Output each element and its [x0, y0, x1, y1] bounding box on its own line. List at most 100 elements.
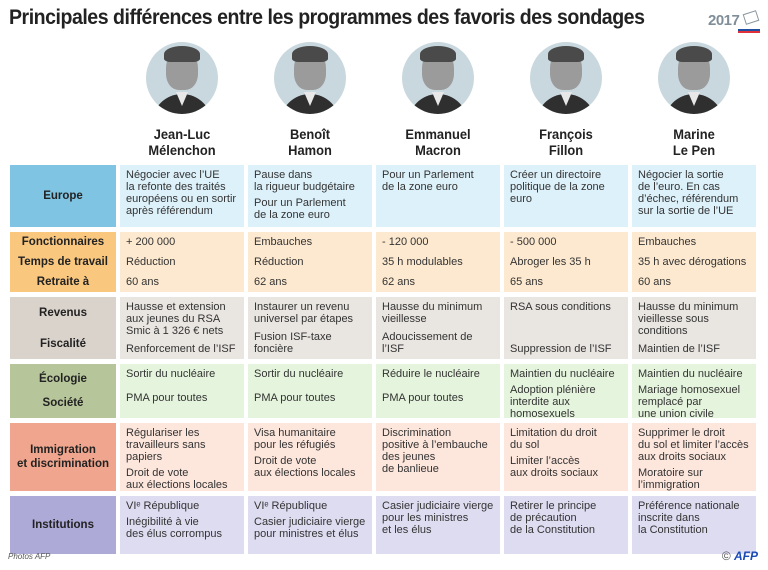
logo-year: 2017 [708, 12, 740, 29]
cell-item: PMA pour toutes [126, 392, 208, 404]
table-cell: Hausse du minimum vieillesse Adoucissemen… [376, 297, 500, 359]
table-row-europe: Europe Négocier avec l’UE la refonte des … [10, 165, 760, 227]
cell-item: Pour un Parlement de la zone euro [254, 197, 346, 221]
election-2017-logo: 2017 [708, 10, 760, 34]
table-cell: Réduire le nucléaire PMA pour toutes [376, 364, 500, 418]
ballot-envelope-icon [742, 10, 760, 25]
candidate-1: Benoît Hamon [248, 40, 372, 158]
cell-item: Pour un Parlement de la zone euro [382, 169, 474, 193]
candidate-0: Jean-Luc Mélenchon [120, 40, 244, 158]
cell-item: Adoption plénière interdite aux homosexu… [510, 384, 596, 420]
cell-item: Embauches [254, 236, 313, 248]
row-category: Revenus Fiscalité [10, 297, 116, 359]
table-cell: Visa humanitaire pour les réfugiés Droit … [248, 423, 372, 491]
candidate-name: Jean-Luc Mélenchon [125, 126, 239, 158]
table-cell: - 500 000 Abroger les 35 h 65 ans [504, 232, 628, 292]
table-cell: Pause dans la rigueur budgétaire Pour un … [248, 165, 372, 227]
cell-item: Sortir du nucléaire [254, 368, 344, 380]
candidate-portrait [658, 42, 730, 114]
table-cell: Discrimination positive à l’embauche des… [376, 423, 500, 491]
cell-item: Hausse du minimum vieillesse [382, 301, 483, 325]
table-cell: Limitation du droit du sol Limiter l’accè… [504, 423, 628, 491]
cell-item: 60 ans [126, 276, 160, 288]
candidate-first-name: Emmanuel [405, 126, 471, 142]
table-cell: Maintien du nucléaire Adoption plénière i… [504, 364, 628, 420]
cell-item: Moratoire sur l’immigration [638, 467, 703, 491]
candidate-name: Benoît Hamon [253, 126, 367, 158]
afp-logo: AFP [734, 549, 758, 563]
photo-credit: Photos AFP [8, 552, 51, 561]
cell-item: Supprimer le droit du sol et limiter l’a… [638, 427, 749, 463]
cell-item: Retirer le principe de précaution de la … [510, 500, 597, 536]
cell-item: Préférence nationale inscrite dans la Co… [638, 500, 740, 536]
cell-item: VIᵉ République [126, 500, 200, 512]
table-row-revenus: Revenus Fiscalité Hausse et extension aux … [10, 297, 760, 359]
table-cell: Hausse du minimum vieillesse sous condit… [632, 297, 756, 359]
cell-item: Hausse du minimum vieillesse sous condit… [638, 301, 739, 337]
cell-item: Négocier la sortie de l’euro. En cas d’é… [638, 169, 739, 217]
candidate-name: Emmanuel Macron [381, 126, 495, 158]
table-cell: Sortir du nucléaire PMA pour toutes [120, 364, 244, 418]
candidate-last-name: Mélenchon [148, 142, 216, 158]
cell-item: Fusion ISF-taxe foncière [254, 331, 332, 355]
table-cell: Sortir du nucléaire PMA pour toutes [248, 364, 372, 418]
cell-item: Inégibilité à vie des élus corrompus [126, 516, 222, 540]
row-category: Immigration et discrimination [10, 423, 116, 491]
category-label: Fonctionnaires [21, 236, 105, 248]
cell-item: Réduire le nucléaire [382, 368, 480, 380]
cell-item: Sortir du nucléaire [126, 368, 216, 380]
cell-item: Abroger les 35 h [510, 256, 591, 268]
cell-item: Régulariser les travailleurs sans papier… [126, 427, 206, 463]
table-cell: Négocier avec l’UE la refonte des traité… [120, 165, 244, 227]
table-cell: VIᵉ République Casier judiciaire vierge p… [248, 496, 372, 554]
cell-item: Adoucissement de l’ISF [382, 331, 473, 355]
table-cell: Casier judiciaire vierge pour les minist… [376, 496, 500, 554]
candidate-4: Marine Le Pen [632, 40, 756, 158]
cell-item: - 500 000 [510, 236, 557, 248]
table-row-immigration: Immigration et discrimination Régulariser… [10, 423, 760, 491]
cell-item: Visa humanitaire pour les réfugiés [254, 427, 336, 451]
table-cell: Créer un directoire politique de la zone… [504, 165, 628, 227]
category-label: Société [42, 397, 84, 409]
cell-item: VIᵉ République [254, 500, 328, 512]
table-cell: + 200 000 Réduction 60 ans [120, 232, 244, 292]
cell-item: Casier judiciaire vierge pour ministres … [254, 516, 366, 540]
category-label: Revenus [39, 306, 87, 319]
table-cell: Retirer le principe de précaution de la … [504, 496, 628, 554]
afp-copyright: © AFP [722, 549, 758, 563]
table-row-institutions: Institutions VIᵉ République Inégibilité à … [10, 496, 760, 554]
table-cell: Maintien du nucléaire Mariage homosexuel … [632, 364, 756, 420]
tricolor-stripes [738, 29, 760, 33]
cell-item: Maintien du nucléaire [510, 368, 615, 380]
table-cell: Instaurer un revenu universel par étapes… [248, 297, 372, 359]
cell-item: + 200 000 [126, 236, 176, 248]
cell-item: Maintien de l’ISF [638, 343, 720, 355]
cell-item: Discrimination positive à l’embauche des… [382, 427, 488, 475]
cell-item: 62 ans [254, 276, 288, 288]
candidate-last-name: Le Pen [672, 142, 716, 158]
candidate-name: François Fillon [509, 126, 623, 158]
candidate-portrait [530, 42, 602, 114]
cell-item: Pause dans la rigueur budgétaire [254, 169, 355, 193]
table-cell: Préférence nationale inscrite dans la Co… [632, 496, 756, 554]
cell-item: Réduction [254, 256, 304, 268]
candidate-last-name: Macron [415, 142, 461, 158]
category-label: Europe [43, 190, 83, 202]
cell-item: - 120 000 [382, 236, 429, 248]
cell-item: 35 h avec dérogations [638, 256, 747, 268]
cell-item: Embauches [638, 236, 697, 248]
cell-item: PMA pour toutes [254, 392, 336, 404]
category-label: Retraite à [36, 276, 90, 288]
cell-item: Mariage homosexuel remplacé par une unio… [638, 384, 741, 420]
cell-item: Droit de vote aux élections locales [126, 467, 228, 491]
category-label: Écologie [39, 373, 87, 385]
cell-item: Créer un directoire politique de la zone… [510, 169, 605, 205]
cell-item: 60 ans [638, 276, 672, 288]
candidate-portrait [274, 42, 346, 114]
cell-item: Renforcement de l’ISF [126, 343, 236, 355]
table-cell: Régulariser les travailleurs sans papier… [120, 423, 244, 491]
category-label: Fiscalité [39, 337, 87, 350]
candidate-first-name: Jean-Luc [153, 126, 211, 142]
table-cell: RSA sous conditions Suppression de l’ISF [504, 297, 628, 359]
category-label: Institutions [32, 519, 94, 531]
